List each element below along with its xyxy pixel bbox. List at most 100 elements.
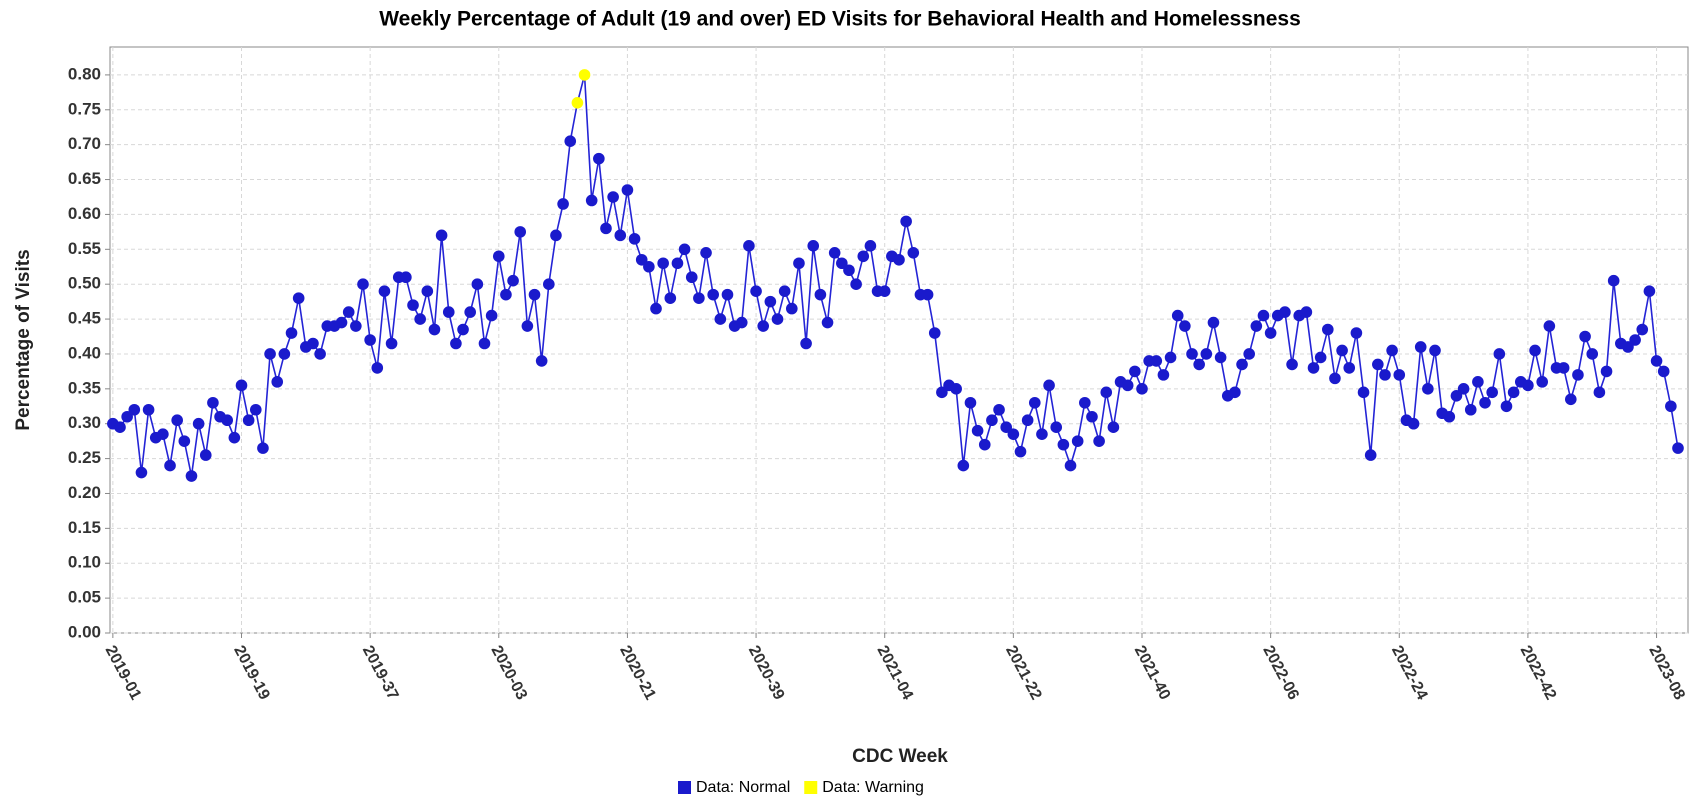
data-point: [1314, 351, 1327, 364]
data-point: [464, 306, 476, 318]
data-point: [821, 316, 834, 329]
data-point: [485, 309, 498, 322]
data-point: [1464, 403, 1477, 416]
data-point: [457, 323, 469, 336]
y-tick-label: 0.70: [68, 134, 101, 153]
data-point: [135, 466, 148, 479]
data-point: [1200, 348, 1213, 360]
data-point: [535, 355, 548, 367]
y-tick-label: 0.75: [68, 99, 101, 118]
y-tick-label: 0.20: [68, 483, 101, 502]
data-point: [836, 257, 848, 270]
y-tick-label: 0.80: [68, 64, 101, 83]
data-point: [307, 337, 319, 350]
data-point: [1214, 351, 1227, 364]
data-point: [1357, 386, 1370, 399]
data-point: [1643, 285, 1656, 297]
data-point: [664, 292, 677, 304]
data-point: [743, 240, 755, 252]
data-point: [1121, 379, 1134, 392]
data-point: [335, 316, 348, 329]
data-point: [1079, 396, 1091, 409]
y-tick-label: 0.30: [68, 413, 101, 432]
data-point: [1486, 386, 1498, 399]
data-point: [514, 226, 527, 238]
data-point: [700, 246, 712, 259]
plot-area: [109, 46, 1689, 634]
data-point: [900, 215, 912, 228]
data-point: [450, 337, 462, 350]
data-point: [492, 250, 505, 263]
data-point: [850, 278, 862, 290]
data-point: [878, 285, 891, 297]
data-point: [964, 396, 977, 409]
data-point: [1579, 330, 1591, 343]
data-point: [764, 295, 777, 308]
data-point: [750, 285, 762, 297]
data-point: [128, 403, 141, 416]
data-point: [292, 292, 305, 304]
data-point: [635, 253, 648, 266]
data-point: [1171, 309, 1184, 322]
data-point: [1300, 306, 1313, 318]
data-point: [314, 348, 326, 360]
data-point: [671, 257, 684, 270]
data-point: [685, 271, 698, 284]
data-point: [807, 240, 820, 252]
data-point: [921, 288, 934, 301]
data-point: [1279, 306, 1291, 318]
data-point: [1636, 323, 1649, 336]
data-point: [1443, 410, 1456, 423]
data-point: [543, 278, 555, 290]
data-point: [1043, 379, 1055, 392]
data-point: [957, 459, 970, 472]
y-tick-label: 0.35: [68, 378, 101, 397]
data-point: [800, 337, 812, 350]
data-point: [1657, 365, 1670, 378]
data-point: [707, 288, 719, 301]
data-point: [607, 191, 619, 203]
data-point: [578, 69, 591, 81]
data-point: [600, 222, 612, 235]
x-axis-title: CDC Week: [852, 746, 948, 767]
data-point: [157, 428, 169, 440]
data-point: [1129, 365, 1141, 378]
data-point: [192, 417, 205, 430]
data-point: [1343, 362, 1356, 374]
data-point: [1093, 435, 1105, 447]
data-point: [557, 198, 569, 210]
data-point: [421, 285, 434, 297]
data-point: [621, 184, 634, 196]
data-point: [114, 421, 126, 434]
data-point: [1050, 421, 1063, 434]
data-point: [528, 288, 541, 301]
data-point: [207, 396, 219, 409]
data-point: [1393, 369, 1406, 381]
y-tick-label: 0.50: [68, 274, 101, 293]
data-point: [471, 278, 484, 290]
data-point: [678, 243, 691, 256]
data-point: [164, 459, 176, 472]
data-point: [1672, 442, 1684, 454]
y-axis-title: Percentage of Visits: [13, 249, 34, 430]
data-point: [1100, 386, 1113, 399]
data-point: [1479, 396, 1491, 409]
data-point: [507, 274, 519, 287]
data-point: [614, 229, 627, 242]
data-point: [1193, 358, 1205, 371]
data-point: [1522, 379, 1534, 392]
data-point: [1650, 355, 1663, 367]
data-point: [828, 246, 841, 259]
data-point: [414, 313, 426, 325]
data-point: [242, 414, 255, 427]
data-point: [364, 334, 376, 346]
data-point: [585, 194, 598, 207]
data-point: [814, 288, 827, 301]
data-point: [1186, 348, 1198, 360]
y-tick-label: 0.40: [68, 343, 101, 362]
data-point: [986, 414, 998, 427]
y-tick-label: 0.45: [68, 309, 101, 328]
data-point: [1250, 320, 1263, 332]
data-point: [1607, 274, 1620, 287]
